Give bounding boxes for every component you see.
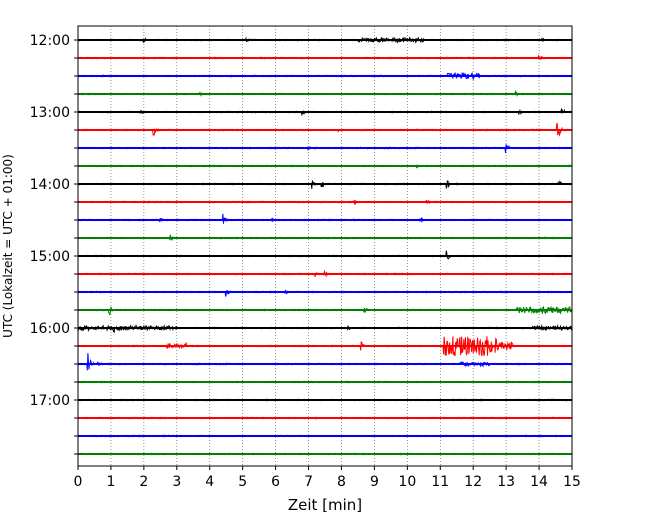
trace-1615 — [78, 335, 573, 357]
trace-1730 — [77, 434, 573, 438]
trace-1745 — [77, 452, 573, 456]
trace-1315 — [77, 122, 573, 137]
trace-signal — [78, 305, 573, 316]
trace-signal — [77, 250, 573, 260]
x-tick-label: 0 — [74, 474, 83, 490]
trace-signal — [77, 452, 573, 456]
x-tick-label: 4 — [205, 474, 214, 490]
x-tick-label: 6 — [271, 474, 280, 490]
trace-1715 — [77, 416, 573, 420]
trace-1215 — [77, 54, 573, 60]
grid-lines — [110, 26, 540, 466]
trace-signal — [78, 36, 573, 44]
trace-signal — [77, 398, 573, 402]
y-axis-label: UTC (Lokalzeit = UTC + 01:00) — [1, 154, 15, 338]
trace-1700 — [77, 398, 573, 402]
x-tick-label: 5 — [238, 474, 247, 490]
trace-signal — [77, 54, 573, 60]
trace-signal — [77, 323, 573, 334]
plot-frame — [77, 25, 573, 467]
trace-1600 — [77, 323, 573, 334]
trace-1630 — [77, 353, 573, 371]
trace-signal — [77, 89, 573, 98]
trace-signal — [77, 234, 573, 241]
trace-1230 — [77, 71, 573, 81]
trace-1445 — [77, 234, 573, 241]
trace-1545 — [78, 305, 573, 316]
trace-signal — [77, 353, 573, 371]
y-tick-label: 15:00 — [30, 249, 70, 265]
y-tick-label: 16:00 — [30, 321, 70, 337]
x-tick-label: 11 — [431, 474, 449, 490]
trace-1330 — [77, 144, 572, 154]
trace-1430 — [77, 213, 573, 224]
trace-1200 — [78, 36, 573, 44]
x-tick-label: 7 — [304, 474, 313, 490]
x-tick-label: 14 — [530, 474, 548, 490]
x-tick-label: 8 — [337, 474, 346, 490]
x-tick-label: 3 — [172, 474, 181, 490]
trace-1415 — [77, 199, 573, 205]
y-tick-label: 17:00 — [30, 393, 70, 409]
trace-signal — [77, 380, 573, 384]
trace-1645 — [77, 380, 573, 384]
trace-1245 — [77, 89, 573, 98]
trace-signal — [77, 108, 573, 117]
trace-1500 — [77, 250, 573, 260]
x-tick-label: 12 — [464, 474, 482, 490]
trace-1400 — [77, 179, 573, 190]
x-tick-label: 2 — [139, 474, 148, 490]
trace-1515 — [77, 269, 572, 278]
y-tick-label: 12:00 — [30, 33, 70, 49]
x-tick-label: 1 — [106, 474, 115, 490]
seismic-traces — [77, 36, 573, 456]
x-axis: 0 1 2 3 4 5 6 7 8 9 10 11 12 13 14 15 — [74, 466, 581, 490]
x-tick-label: 10 — [398, 474, 416, 490]
x-axis-label: Zeit [min] — [288, 496, 362, 514]
trace-signal — [77, 71, 573, 81]
trace-signal — [77, 213, 573, 224]
x-tick-label: 13 — [497, 474, 515, 490]
trace-1345 — [77, 163, 573, 169]
trace-signal — [77, 289, 573, 297]
trace-signal — [77, 179, 573, 190]
y-tick-label: 13:00 — [30, 105, 70, 121]
x-tick-label: 15 — [563, 474, 581, 490]
trace-signal — [77, 122, 573, 137]
trace-signal — [77, 144, 572, 154]
trace-signal — [77, 416, 573, 420]
y-tick-label: 14:00 — [30, 177, 70, 193]
trace-signal — [77, 269, 572, 278]
trace-signal — [77, 163, 573, 169]
trace-1300 — [77, 108, 573, 117]
trace-signal — [77, 199, 573, 205]
y-axis: 12:00 13:00 14:00 15:00 16:00 17:00 — [30, 33, 78, 455]
trace-signal — [78, 335, 573, 357]
trace-1530 — [77, 289, 573, 297]
trace-signal — [77, 434, 573, 438]
x-tick-label: 9 — [370, 474, 379, 490]
